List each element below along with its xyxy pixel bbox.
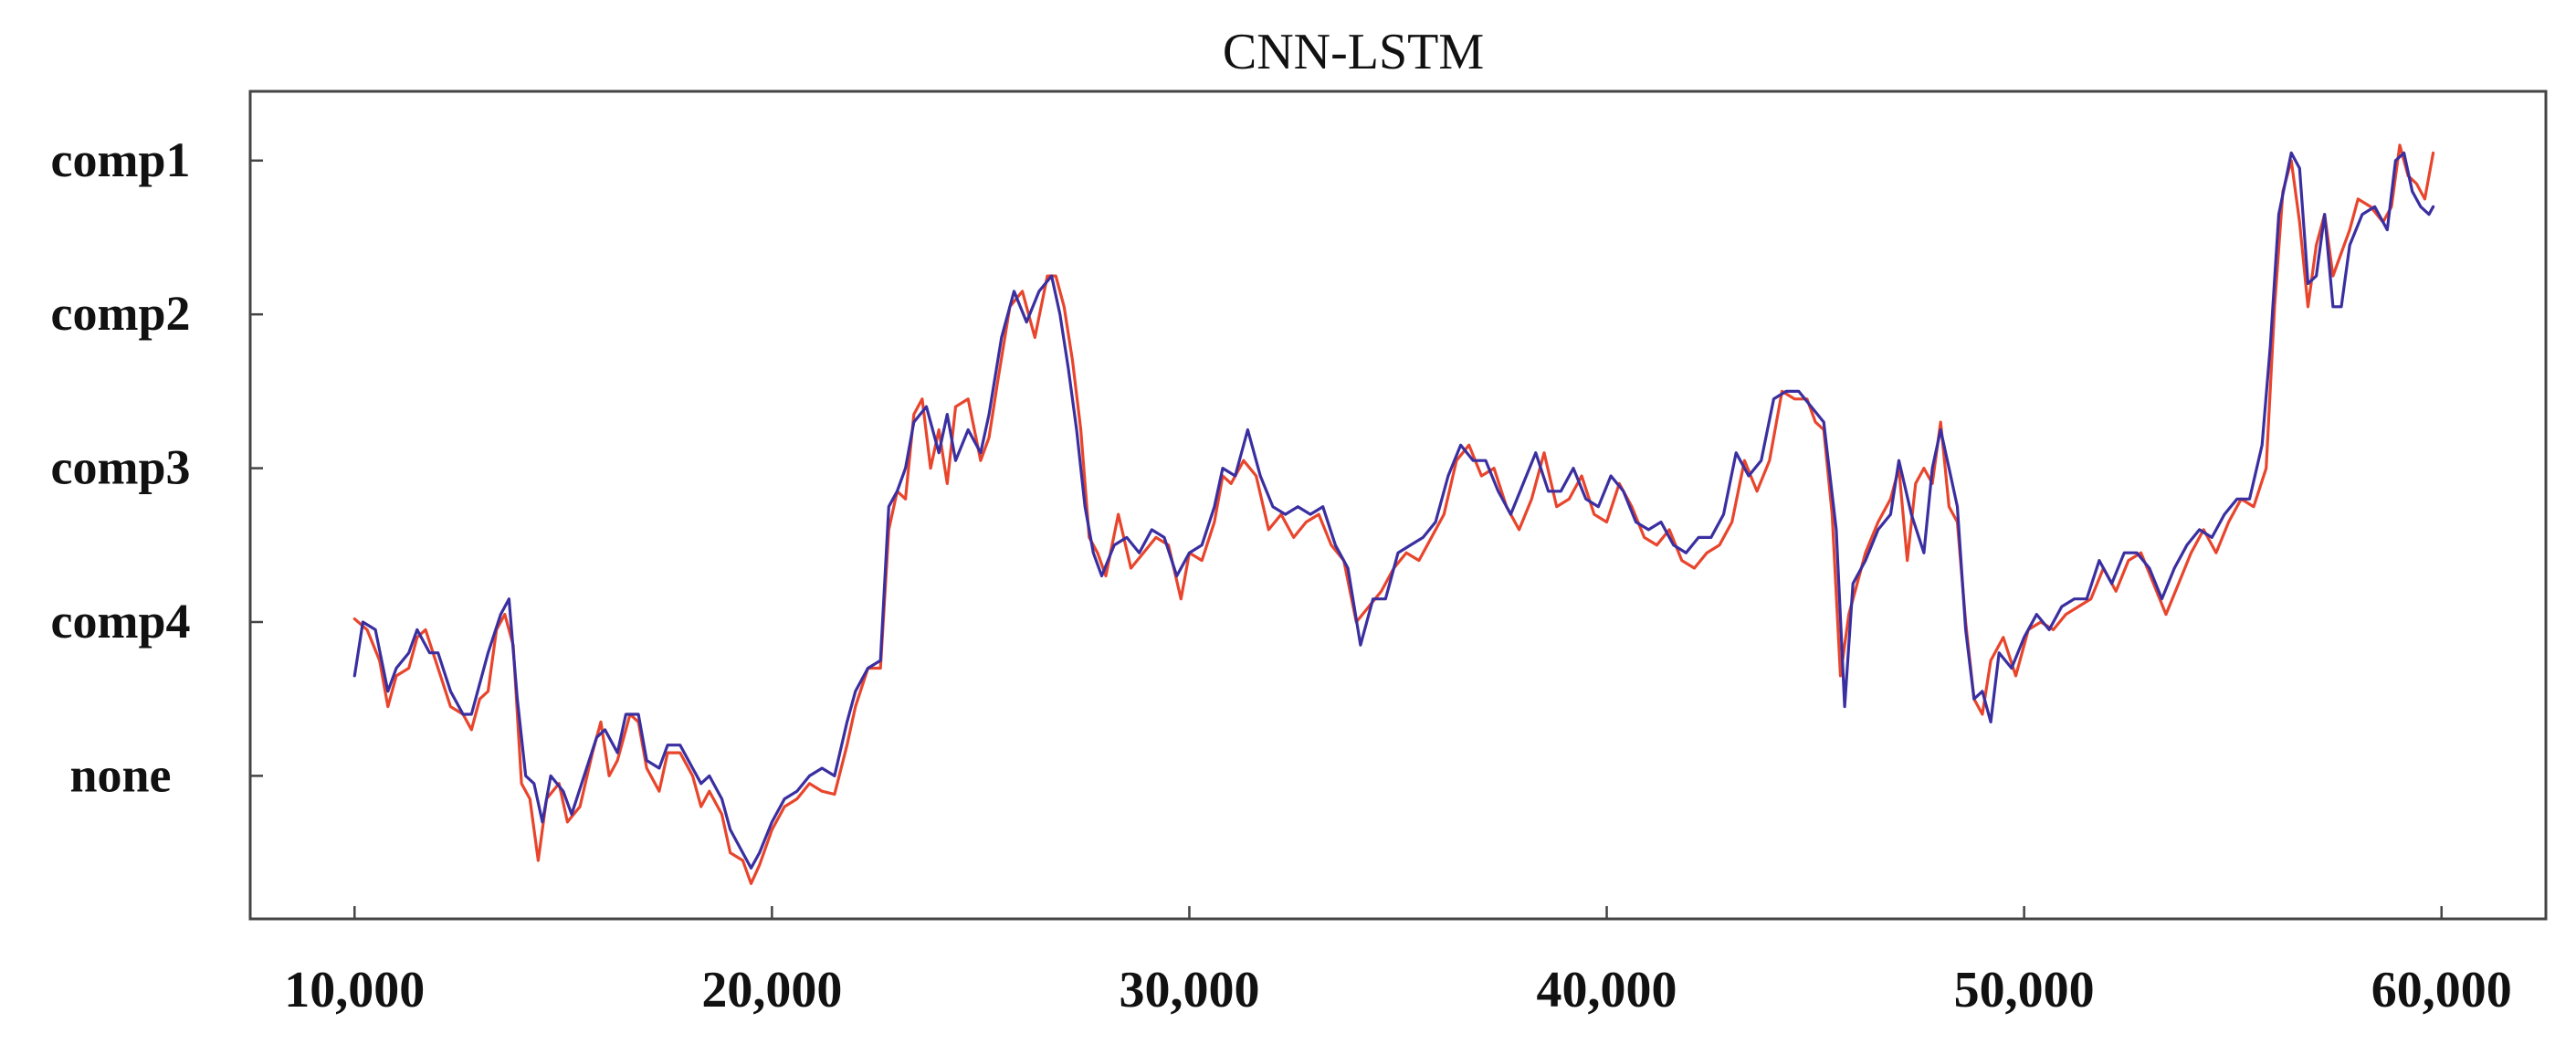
y-tick-label: comp4: [51, 594, 191, 649]
x-tick-label: 30,000: [1119, 962, 1259, 1018]
y-tick-label: comp3: [51, 440, 191, 495]
x-axis: 10,000 20,000 30,000 40,000 50,000 60,000: [284, 906, 2512, 1018]
y-tick-label: none: [69, 747, 171, 802]
series-line-1: [352, 143, 2435, 885]
x-tick-label: 50,000: [1954, 962, 2095, 1018]
plot-frame: [248, 90, 2548, 921]
x-tick-label: 60,000: [2371, 962, 2512, 1018]
y-tick-label: comp2: [51, 286, 191, 341]
y-tick-label: comp1: [51, 132, 191, 187]
series-layer: [352, 143, 2435, 885]
y-axis: comp1 comp2 comp3 comp4 none: [51, 132, 263, 802]
x-tick-label: 40,000: [1537, 962, 1677, 1018]
series-line-2: [352, 151, 2435, 870]
chart-title: CNN-LSTM: [1223, 24, 1484, 80]
x-tick-label: 10,000: [284, 962, 425, 1018]
x-tick-label: 20,000: [701, 962, 842, 1018]
